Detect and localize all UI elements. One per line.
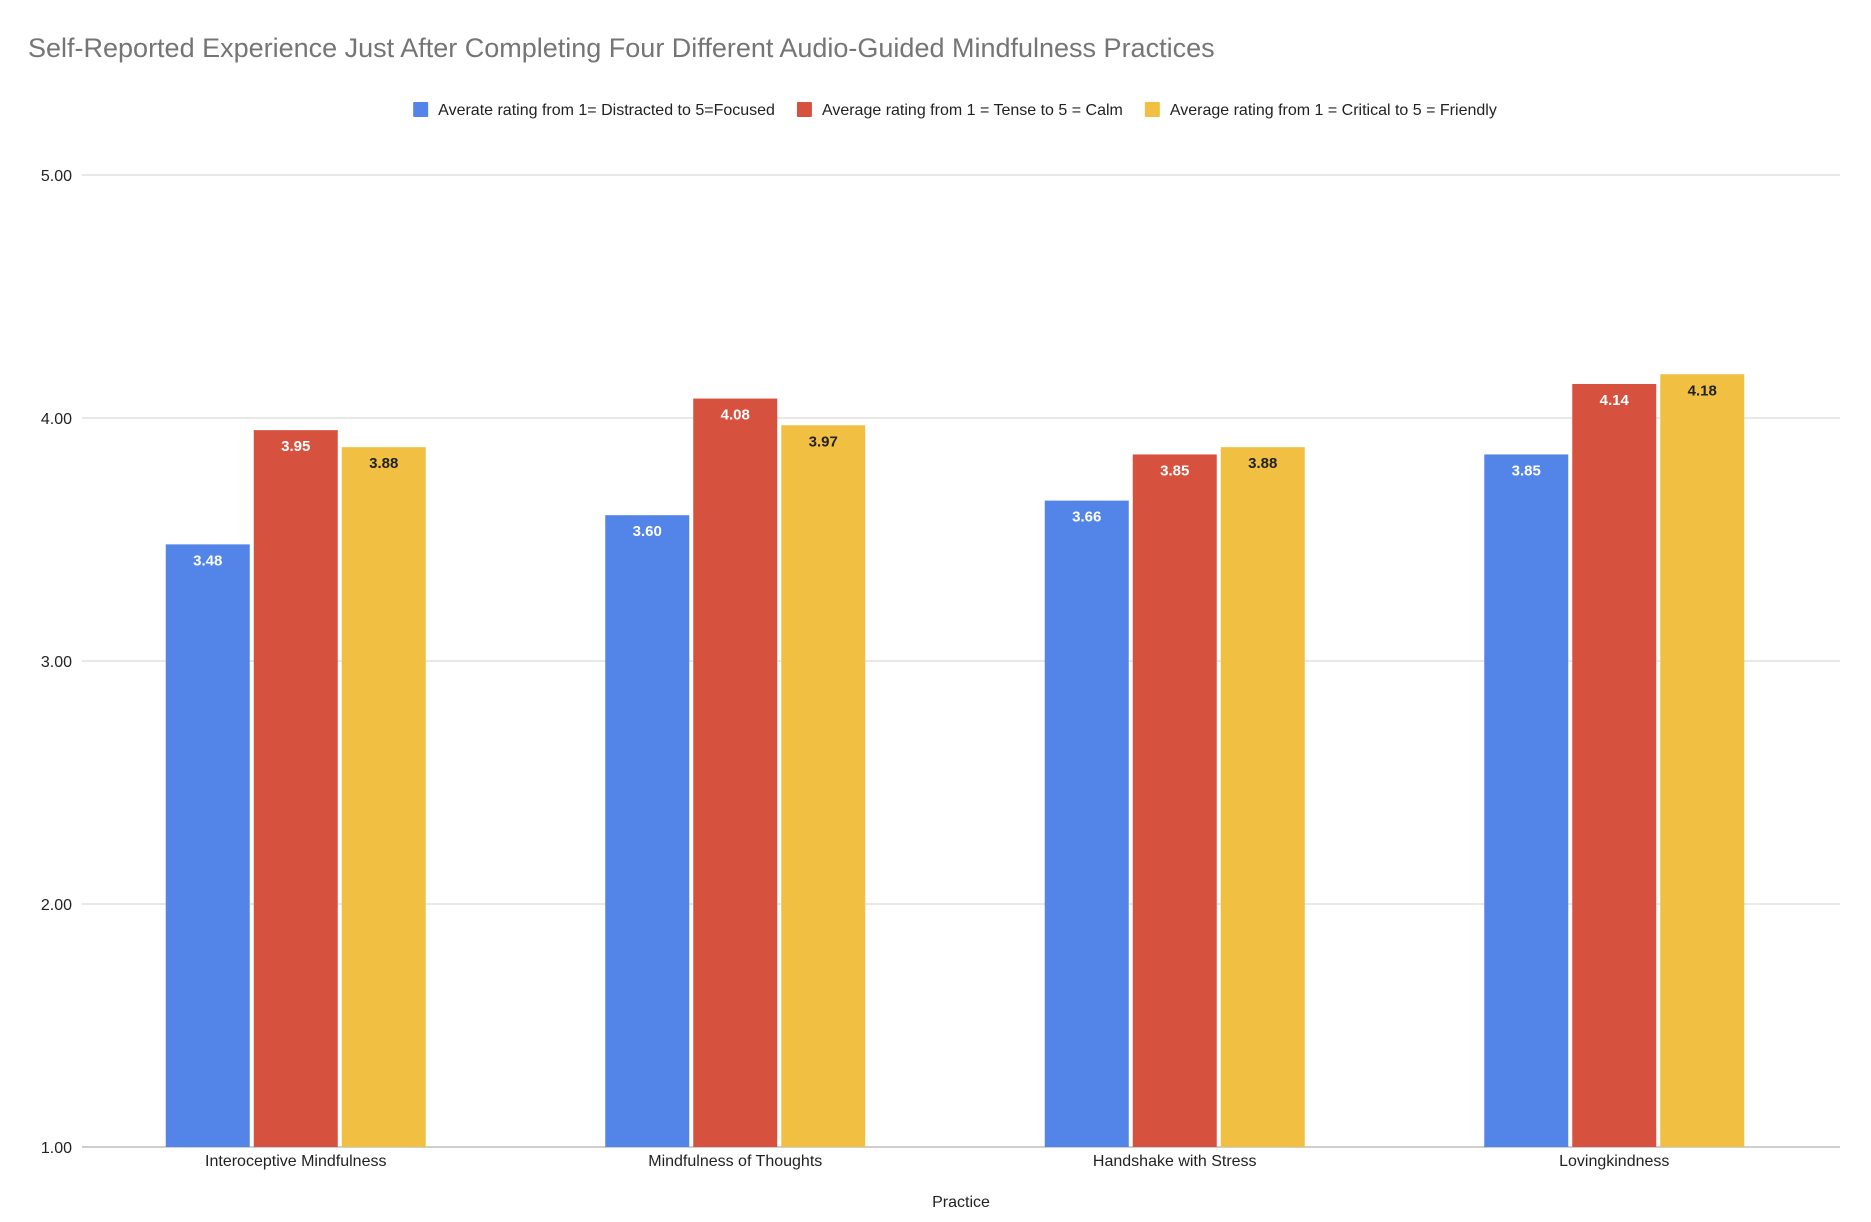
bar-1 bbox=[1044, 500, 1129, 1147]
y-tick-label: 5.00 bbox=[41, 168, 72, 185]
bar-2 bbox=[693, 398, 778, 1147]
data-label: 3.88 bbox=[1248, 455, 1277, 472]
y-axis: 1.00 2.00 3.00 4.00 5.00 bbox=[41, 168, 72, 1157]
data-label: 3.85 bbox=[1512, 462, 1541, 479]
bars: 3.48 3.95 3.88 3.60 4.08 3.97 3.66 3.85 3.88 3.85… bbox=[165, 374, 1745, 1148]
y-tick-label: 1.00 bbox=[41, 1140, 72, 1157]
legend-label: Averate rating from 1= Distracted to 5=F… bbox=[438, 102, 775, 119]
bar-1 bbox=[605, 515, 690, 1147]
legend-swatch bbox=[1144, 102, 1160, 117]
bar-3 bbox=[1660, 374, 1745, 1147]
legend-label: Average rating from 1 = Tense to 5 = Cal… bbox=[822, 102, 1123, 119]
legend-item: Average rating from 1 = Tense to 5 = Cal… bbox=[796, 102, 1123, 119]
legend-swatch bbox=[796, 102, 812, 117]
data-label: 3.60 bbox=[633, 523, 662, 540]
y-tick-label: 4.00 bbox=[41, 411, 72, 428]
x-tick-label: Mindfulness of Thoughts bbox=[648, 1153, 822, 1170]
x-tick-label: Lovingkindness bbox=[1559, 1153, 1669, 1170]
x-tick-label: Interoceptive Mindfulness bbox=[205, 1153, 386, 1170]
data-label: 3.88 bbox=[369, 455, 398, 472]
data-label: 3.66 bbox=[1072, 509, 1101, 526]
bar-2 bbox=[253, 430, 338, 1147]
bar-1 bbox=[165, 544, 250, 1147]
bar-3 bbox=[341, 447, 426, 1147]
bar-3 bbox=[781, 425, 866, 1147]
legend-label: Average rating from 1 = Critical to 5 = … bbox=[1170, 102, 1497, 119]
legend-item: Averate rating from 1= Distracted to 5=F… bbox=[413, 102, 775, 119]
bar-1 bbox=[1484, 454, 1569, 1147]
x-axis: Interoceptive Mindfulness Mindfulness of … bbox=[205, 1153, 1669, 1170]
bar-2 bbox=[1572, 383, 1657, 1148]
bar-2 bbox=[1132, 454, 1217, 1147]
legend-item: Average rating from 1 = Critical to 5 = … bbox=[1144, 102, 1497, 119]
data-label: 3.97 bbox=[809, 433, 838, 450]
bar-3 bbox=[1220, 447, 1305, 1147]
data-label: 4.14 bbox=[1600, 392, 1630, 409]
data-label: 4.18 bbox=[1688, 382, 1717, 399]
y-tick-label: 2.00 bbox=[41, 897, 72, 914]
legend: Averate rating from 1= Distracted to 5=F… bbox=[413, 102, 1497, 119]
data-label: 3.85 bbox=[1160, 462, 1189, 479]
legend-swatch bbox=[413, 102, 429, 117]
chart-title: Self-Reported Experience Just After Comp… bbox=[28, 33, 1215, 63]
x-axis-title: Practice bbox=[932, 1194, 990, 1211]
y-tick-label: 3.00 bbox=[41, 654, 72, 671]
data-label: 3.48 bbox=[193, 552, 222, 569]
data-label: 4.08 bbox=[721, 407, 750, 424]
data-label: 3.95 bbox=[281, 438, 310, 455]
x-tick-label: Handshake with Stress bbox=[1093, 1153, 1257, 1170]
